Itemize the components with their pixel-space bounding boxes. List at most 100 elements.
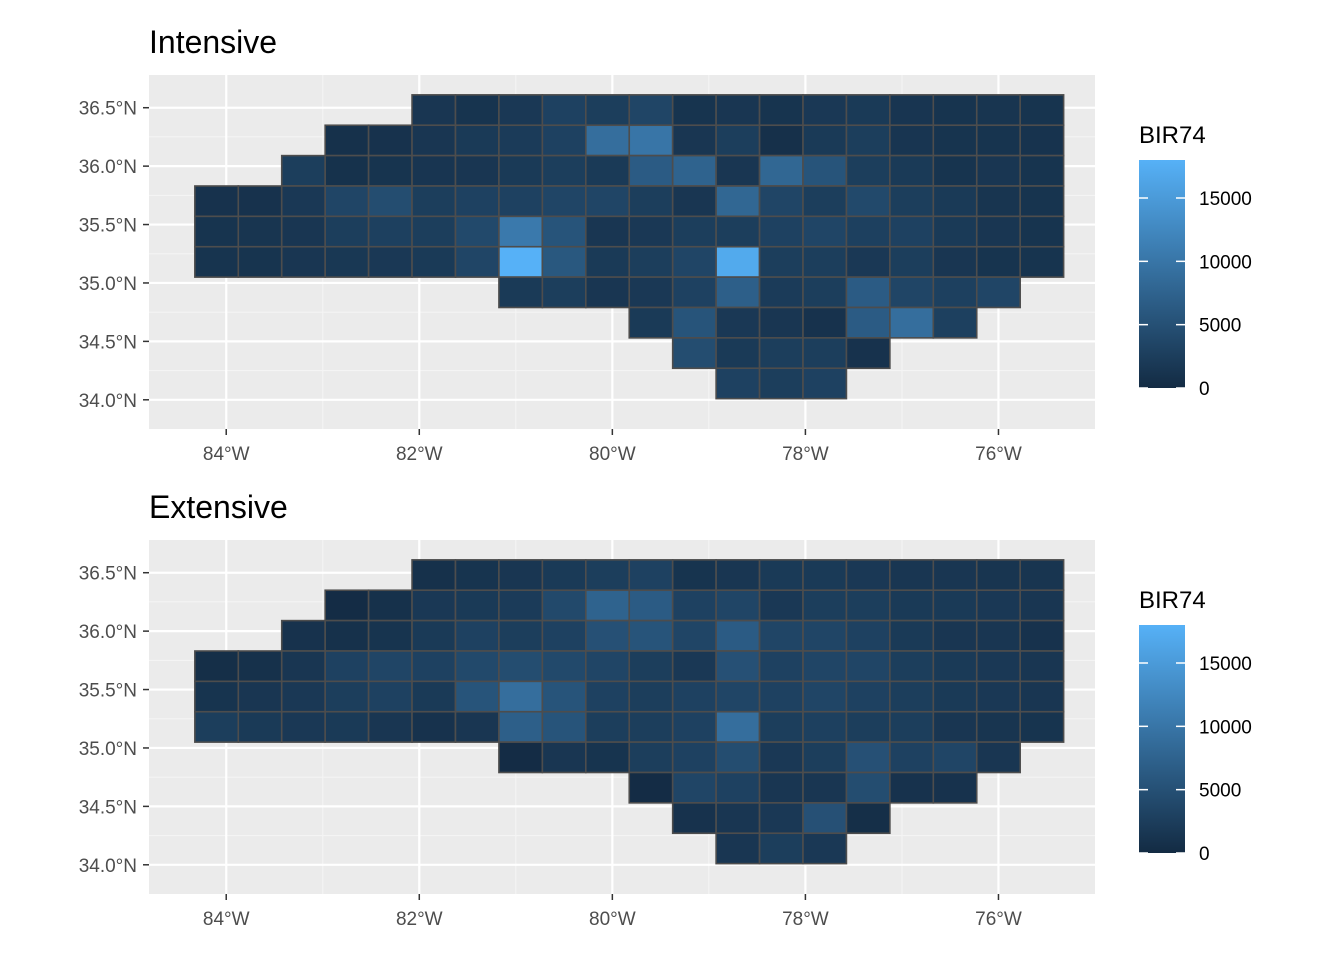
grid-cell xyxy=(715,832,761,865)
grid-cell xyxy=(802,650,848,683)
grid-cell xyxy=(411,124,457,157)
grid-cell xyxy=(280,680,326,713)
grid-cell xyxy=(628,680,674,713)
grid-cell xyxy=(628,185,674,218)
grid-cell xyxy=(802,802,848,835)
grid-cell xyxy=(802,367,848,400)
legend-label: 10000 xyxy=(1199,717,1252,738)
grid-cell xyxy=(1019,559,1065,592)
intensive-panel: Intensive 36.5°N 36.0°N 35.5°N 35.0°N 34.5°N… xyxy=(0,0,1344,466)
grid-cell xyxy=(498,589,544,622)
x-tick-label: 78°W xyxy=(782,444,829,465)
x-tick-label: 78°W xyxy=(782,909,829,930)
grid-cell xyxy=(411,94,457,127)
grid-cell xyxy=(498,741,544,774)
x-tick-label: 76°W xyxy=(975,909,1022,930)
grid-cell xyxy=(975,650,1021,683)
grid-cell xyxy=(889,741,935,774)
grid-cell xyxy=(498,245,544,278)
grid-cell xyxy=(411,680,457,713)
grid-cell xyxy=(758,680,804,713)
grid-cell xyxy=(758,215,804,248)
grid-cell xyxy=(802,276,848,309)
extensive-panel: Extensive 36.5°N 36.0°N 35.5°N 35.0°N 34.5°N… xyxy=(0,465,1344,931)
grid-cell xyxy=(628,276,674,309)
grid-cell xyxy=(932,589,978,622)
grid-cell xyxy=(758,337,804,370)
grid-cell xyxy=(628,650,674,683)
grid-cell xyxy=(975,619,1021,652)
grid-cell xyxy=(715,306,761,339)
grid-cell xyxy=(671,589,717,622)
grid-cell xyxy=(845,337,891,370)
grid-cell xyxy=(802,245,848,278)
grid-cell xyxy=(628,215,674,248)
grid-cell xyxy=(758,771,804,804)
grid-cell xyxy=(932,245,978,278)
grid-cell xyxy=(889,124,935,157)
legend-label: 5000 xyxy=(1199,316,1241,337)
grid-cell xyxy=(1019,124,1065,157)
grid-cell xyxy=(498,680,544,713)
grid-cell xyxy=(454,94,500,127)
grid-cell xyxy=(498,185,544,218)
grid-cell xyxy=(975,276,1021,309)
grid-cell xyxy=(758,245,804,278)
grid-cell xyxy=(585,276,631,309)
grid-cell xyxy=(1019,589,1065,622)
grid-cell xyxy=(411,619,457,652)
grid-cell xyxy=(454,619,500,652)
grid-cell xyxy=(671,771,717,804)
grid-cell xyxy=(454,154,500,187)
grid-cell xyxy=(324,154,370,187)
grid-cell xyxy=(237,650,283,683)
grid-cell xyxy=(845,124,891,157)
grid-cell xyxy=(845,619,891,652)
grid-cell xyxy=(932,680,978,713)
grid-cell xyxy=(454,680,500,713)
grid-cell xyxy=(280,215,326,248)
grid-cell xyxy=(845,276,891,309)
grid-cell xyxy=(541,650,587,683)
grid-cell xyxy=(498,276,544,309)
grid-cell xyxy=(585,650,631,683)
grid-cell xyxy=(367,680,413,713)
grid-cell xyxy=(975,559,1021,592)
legend-label: 0 xyxy=(1199,379,1210,400)
grid-cell xyxy=(758,306,804,339)
grid-cell xyxy=(585,124,631,157)
y-tick-label: 34.5°N xyxy=(79,797,137,818)
grid-cell xyxy=(932,741,978,774)
grid-cell xyxy=(454,245,500,278)
y-tick-label: 36.5°N xyxy=(79,564,137,585)
grid-cell xyxy=(802,710,848,743)
grid-cell xyxy=(237,680,283,713)
grid-cell xyxy=(802,185,848,218)
grid-cell xyxy=(324,124,370,157)
grid-cell xyxy=(671,124,717,157)
grid-cell xyxy=(585,215,631,248)
grid-cell xyxy=(671,710,717,743)
grid-cell xyxy=(802,832,848,865)
grid-cell xyxy=(367,124,413,157)
grid-cell xyxy=(628,741,674,774)
grid-cell xyxy=(715,680,761,713)
y-tick-label: 34.0°N xyxy=(79,391,137,412)
grid-cell xyxy=(628,306,674,339)
grid-cell xyxy=(671,741,717,774)
grid-cell xyxy=(1019,154,1065,187)
grid-cell xyxy=(845,710,891,743)
grid-cell xyxy=(845,154,891,187)
grid-cell xyxy=(324,650,370,683)
grid-cell xyxy=(237,710,283,743)
grid-cell xyxy=(715,337,761,370)
grid-cell xyxy=(541,619,587,652)
grid-cell xyxy=(541,245,587,278)
grid-cell xyxy=(367,589,413,622)
grid-cell xyxy=(585,741,631,774)
grid-cell xyxy=(802,559,848,592)
x-tick-label: 84°W xyxy=(203,444,250,465)
grid-cell xyxy=(541,589,587,622)
grid-cell xyxy=(802,619,848,652)
grid-cell xyxy=(454,215,500,248)
